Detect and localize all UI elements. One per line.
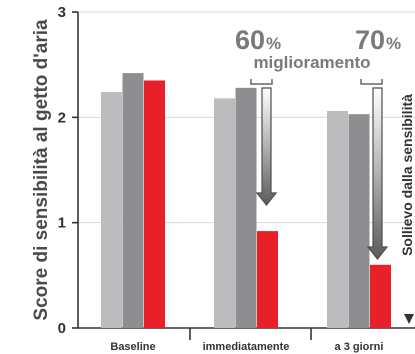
category-labels: Baseline immediatamente a 3 giorni [110,341,383,353]
arrow-immediatamente [257,88,276,205]
bar-2-series-0 [327,111,348,328]
y-axis-ticks: 0 1 2 3 [58,4,78,337]
relief-arrow-icon [404,314,414,324]
bar-0-series-0 [101,92,122,328]
bar-1-series-2 [257,231,278,328]
improvement-annotation-2: 70% [355,25,401,55]
x-tick-label-2: a 3 giorni [335,341,384,353]
bracket-3-giorni [361,79,382,84]
y-tick-label-1: 1 [58,215,66,232]
improvement-percent-1: 60% [235,25,281,55]
bar-0-series-2 [144,80,165,328]
bar-0-series-1 [123,73,144,328]
category-separators [190,328,311,340]
relief-label: Sollievo dalla sensibilità [399,94,415,256]
bracket-immediatamente [251,79,272,84]
y-tick-label-3: 3 [58,4,66,21]
bar-2-series-2 [370,265,391,328]
bar-2-series-1 [349,114,370,328]
bar-1-series-1 [236,88,257,328]
bars [101,73,391,328]
improvement-label: miglioramento [253,53,370,72]
improvement-percent-2: 70% [355,25,401,55]
improvement-annotation-1: 60% [235,25,281,55]
y-axis-label: Score di sensibilità al getto d'aria [31,19,52,321]
bar-1-series-0 [214,98,235,328]
y-tick-label-2: 2 [58,109,66,126]
x-tick-label-1: immediatamente [203,341,290,353]
y-tick-label-0: 0 [58,320,66,337]
arrow-3-giorni [368,88,387,259]
x-tick-label-0: Baseline [110,341,155,353]
